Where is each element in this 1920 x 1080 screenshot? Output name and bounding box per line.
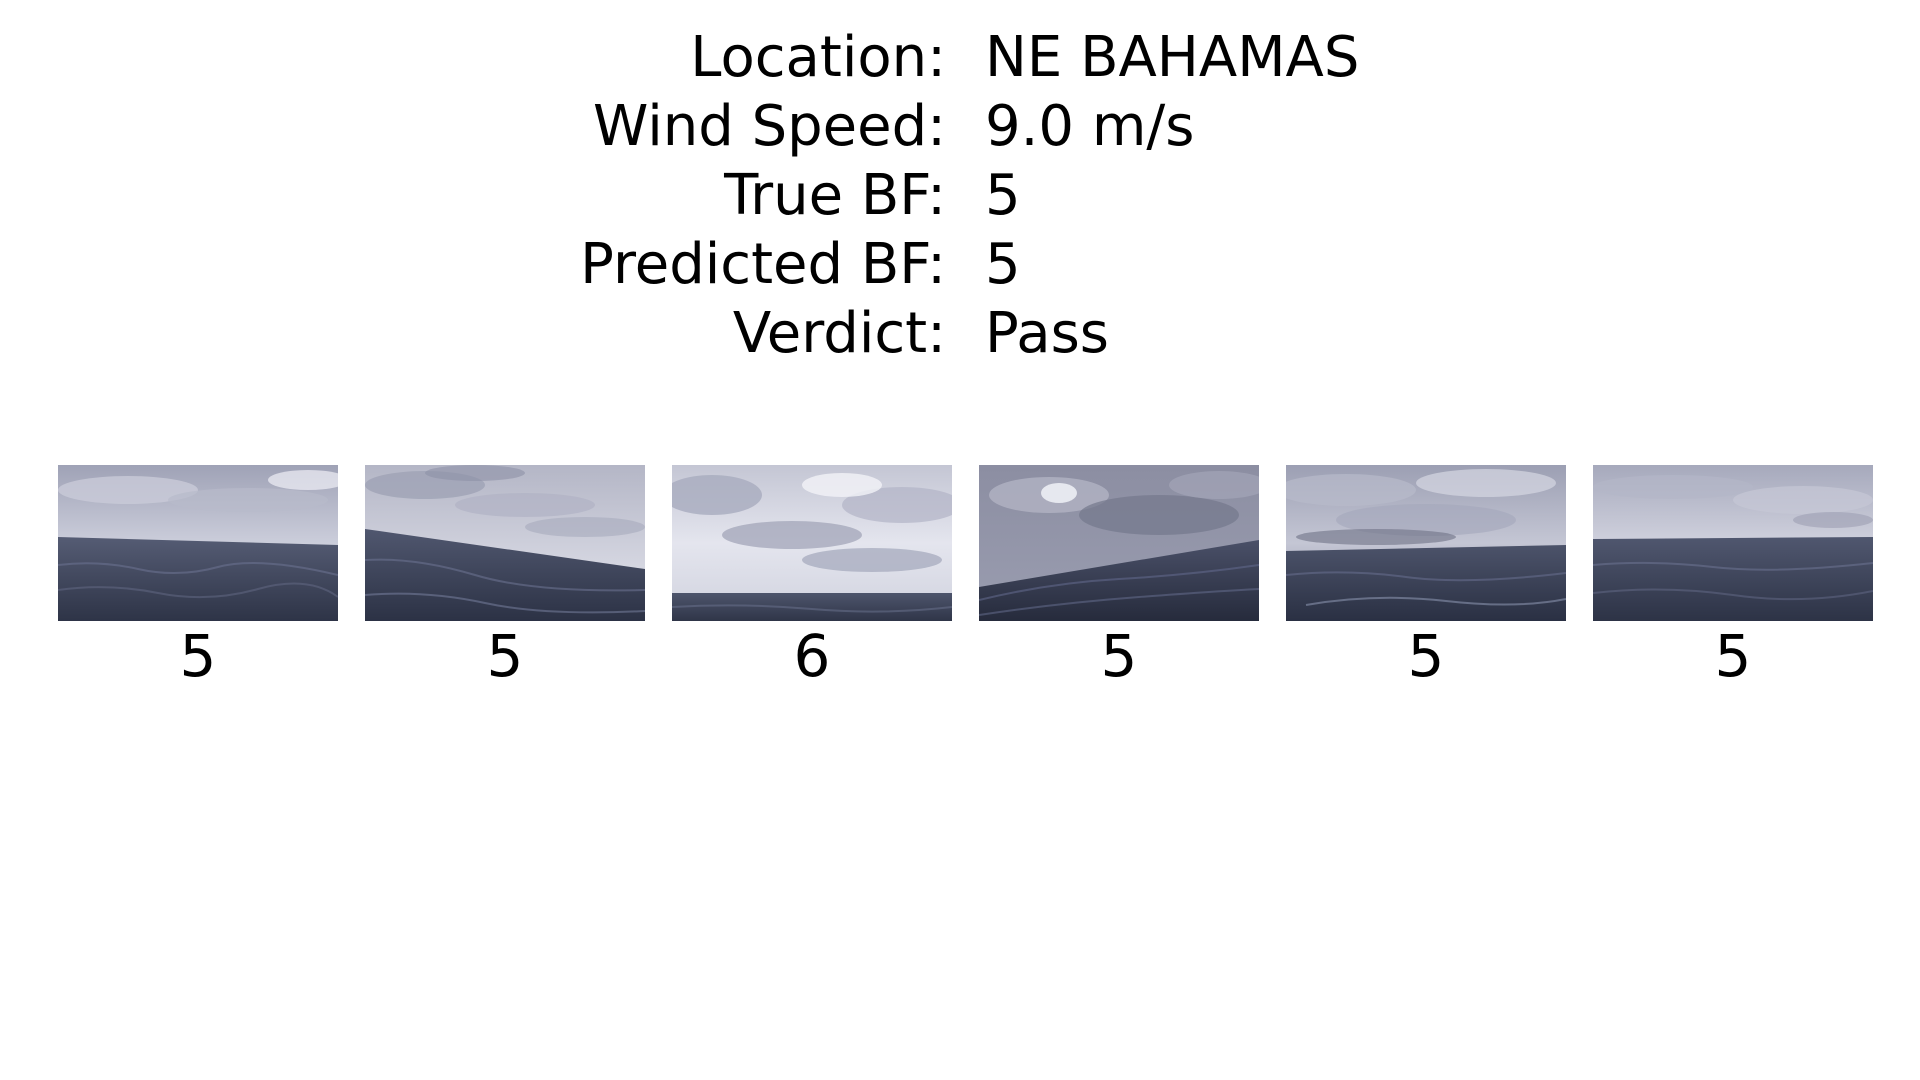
wind-speed-value: 9.0 m/s: [985, 94, 1195, 159]
prediction-label-5: 5: [1407, 622, 1445, 690]
true-bf-value: 5: [985, 163, 1021, 228]
prediction-label-1: 5: [179, 622, 217, 690]
verdict-value: Pass: [985, 301, 1109, 366]
wind-speed-row: Wind Speed: 9.0 m/s: [0, 93, 1920, 161]
verdict-row: Verdict: Pass: [0, 300, 1920, 368]
location-label: Location:: [690, 25, 946, 90]
location-row: Location: NE BAHAMAS: [0, 24, 1920, 92]
true-bf-row: True BF: 5: [0, 162, 1920, 230]
predicted-bf-label: Predicted BF:: [580, 232, 946, 297]
sea-photo-6: [1593, 465, 1873, 621]
predicted-bf-row: Predicted BF: 5: [0, 231, 1920, 299]
true-bf-label: True BF:: [724, 163, 946, 228]
sea-photo-4: [979, 465, 1259, 621]
prediction-label-2: 5: [486, 622, 524, 690]
sea-photo-1: [58, 465, 338, 621]
sea-photo-3: [672, 465, 952, 621]
verdict-label: Verdict:: [732, 301, 946, 366]
prediction-label-6: 5: [1714, 622, 1752, 690]
sea-photo-5: [1286, 465, 1566, 621]
prediction-label-4: 5: [1100, 622, 1138, 690]
location-value: NE BAHAMAS: [985, 25, 1360, 90]
prediction-label-3: 6: [793, 622, 831, 690]
predicted-bf-value: 5: [985, 232, 1021, 297]
sea-photo-2: [365, 465, 645, 621]
wind-speed-label: Wind Speed:: [593, 94, 946, 159]
